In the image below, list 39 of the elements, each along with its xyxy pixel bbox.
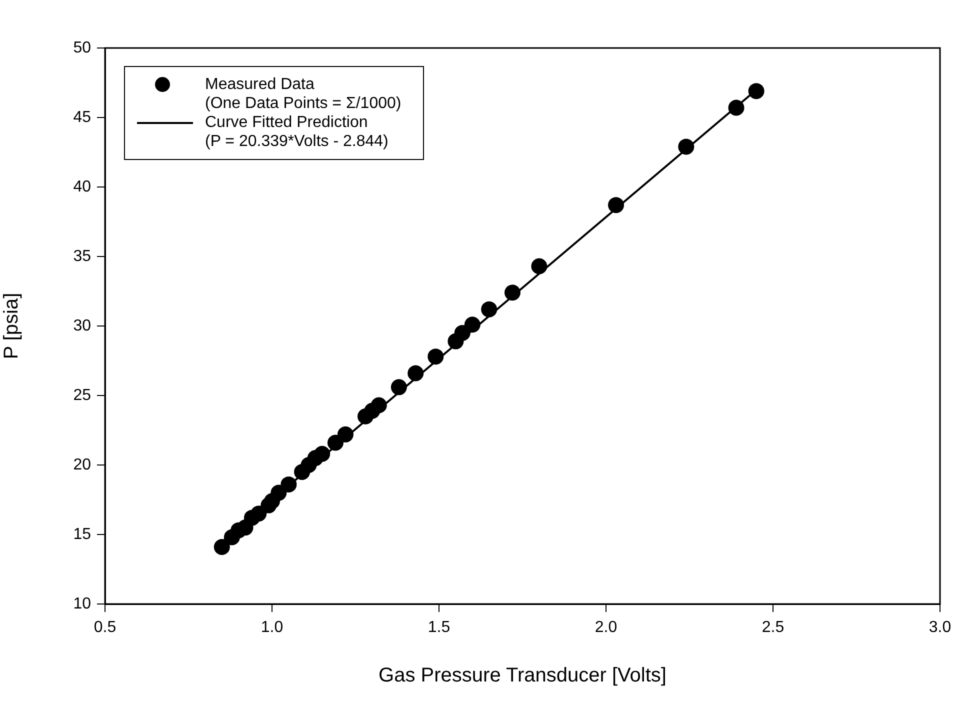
y-tick-label: 40 [73, 178, 92, 196]
y-tick-label: 10 [73, 595, 92, 612]
point [748, 83, 764, 100]
x-tick-label: 0.5 [94, 619, 116, 636]
point [250, 506, 267, 522]
point [428, 348, 444, 365]
point [327, 434, 344, 451]
y-tick-label: 30 [73, 317, 92, 334]
y-tick-label: 50 [73, 39, 92, 56]
point [370, 397, 387, 414]
x-tick-label: 1.5 [428, 619, 450, 636]
point [390, 379, 407, 396]
point [408, 365, 424, 382]
point [314, 446, 330, 462]
point [214, 539, 230, 556]
x-axis-title: Gas Pressure Transducer [Volts] [378, 664, 666, 687]
point [280, 476, 297, 492]
point [504, 284, 520, 301]
y-tick-label: 15 [73, 526, 92, 543]
point [454, 324, 470, 341]
point [270, 484, 287, 501]
legend-label: Curve Fitted Prediction (P = 20.339*Volts - 2.844) [205, 113, 388, 151]
point [531, 258, 548, 274]
point [728, 100, 744, 116]
x-tick-label: 3.0 [928, 619, 952, 636]
point [337, 426, 354, 442]
y-tick-label: 35 [73, 248, 92, 265]
legend-label: Measured Data (One Data Points = Σ/1000) [205, 75, 402, 113]
point [678, 138, 694, 155]
y-tick-label: 25 [73, 386, 92, 404]
point [464, 316, 480, 333]
y-axis-title: P [psia] [0, 292, 23, 360]
point [608, 197, 624, 214]
y-tick-label: 20 [73, 456, 92, 474]
x-tick-label: 2.0 [594, 619, 618, 636]
point [481, 301, 498, 318]
x-tick-label: 2.5 [762, 619, 784, 636]
y-tick-label: 45 [73, 108, 92, 126]
x-tick-label: 1.0 [260, 619, 284, 636]
